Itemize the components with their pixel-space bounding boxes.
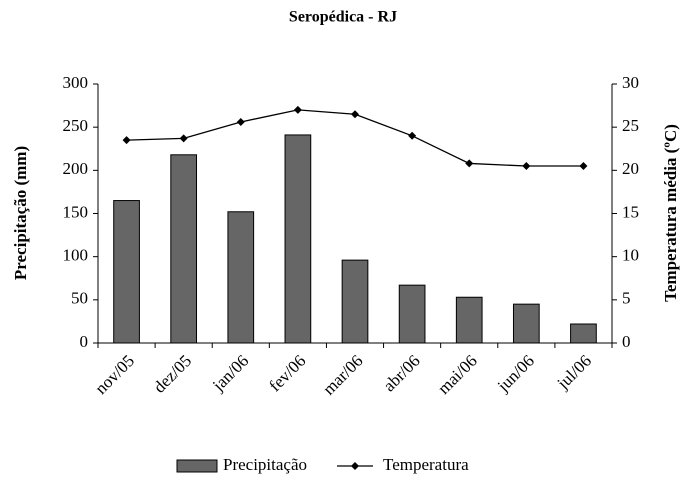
legend-label: Precipitação [223,455,307,474]
bar [341,259,369,344]
y2-tick-label: 0 [622,332,631,351]
marker [179,134,188,143]
x-tick-label: abr/06 [380,351,424,395]
y2-tick-label: 10 [622,246,639,265]
y2-axis-label: Temperatura média (ºC) [661,124,680,302]
marker [522,162,531,171]
marker [408,131,417,140]
y-tick-label: 50 [71,289,88,308]
y2-tick-label: 25 [622,116,639,135]
bar [227,211,255,344]
bar [398,284,426,344]
bar [113,200,140,344]
y2-tick-label: 15 [622,202,639,221]
chart-title: Seropédica - RJ [289,9,397,26]
y-tick-label: 0 [80,332,89,351]
x-tick-label: jun/06 [493,351,538,396]
y-axis-label: Precipitação (mm) [11,146,30,280]
x-tick-label: jul/06 [553,351,595,393]
y-tick-label: 150 [63,202,89,221]
y-tick-label: 100 [63,246,89,265]
x-tick-label: mar/06 [319,351,366,398]
marker [293,105,302,114]
bar [512,303,540,344]
y-tick-label: 250 [63,116,89,135]
marker [122,136,131,145]
x-tick-label: jan/06 [208,351,252,395]
legend-swatch [351,462,359,470]
y2-tick-label: 20 [622,159,639,178]
x-tick-label: mai/06 [434,351,481,398]
legend-swatch [176,459,218,473]
x-tick-label: dez/05 [150,351,195,396]
bar [570,323,597,344]
marker [236,117,245,126]
legend-label: Temperatura [383,455,469,474]
x-tick-label: nov/05 [91,351,138,398]
x-tick-label: fev/06 [265,351,309,395]
bar [170,154,198,344]
y2-tick-label: 30 [622,73,639,92]
bar [455,296,483,344]
marker [465,159,474,168]
y-tick-label: 300 [63,73,89,92]
marker [351,110,359,119]
bar [284,134,312,344]
y-tick-label: 200 [63,159,89,178]
y2-tick-label: 5 [622,289,631,308]
marker [579,162,588,171]
